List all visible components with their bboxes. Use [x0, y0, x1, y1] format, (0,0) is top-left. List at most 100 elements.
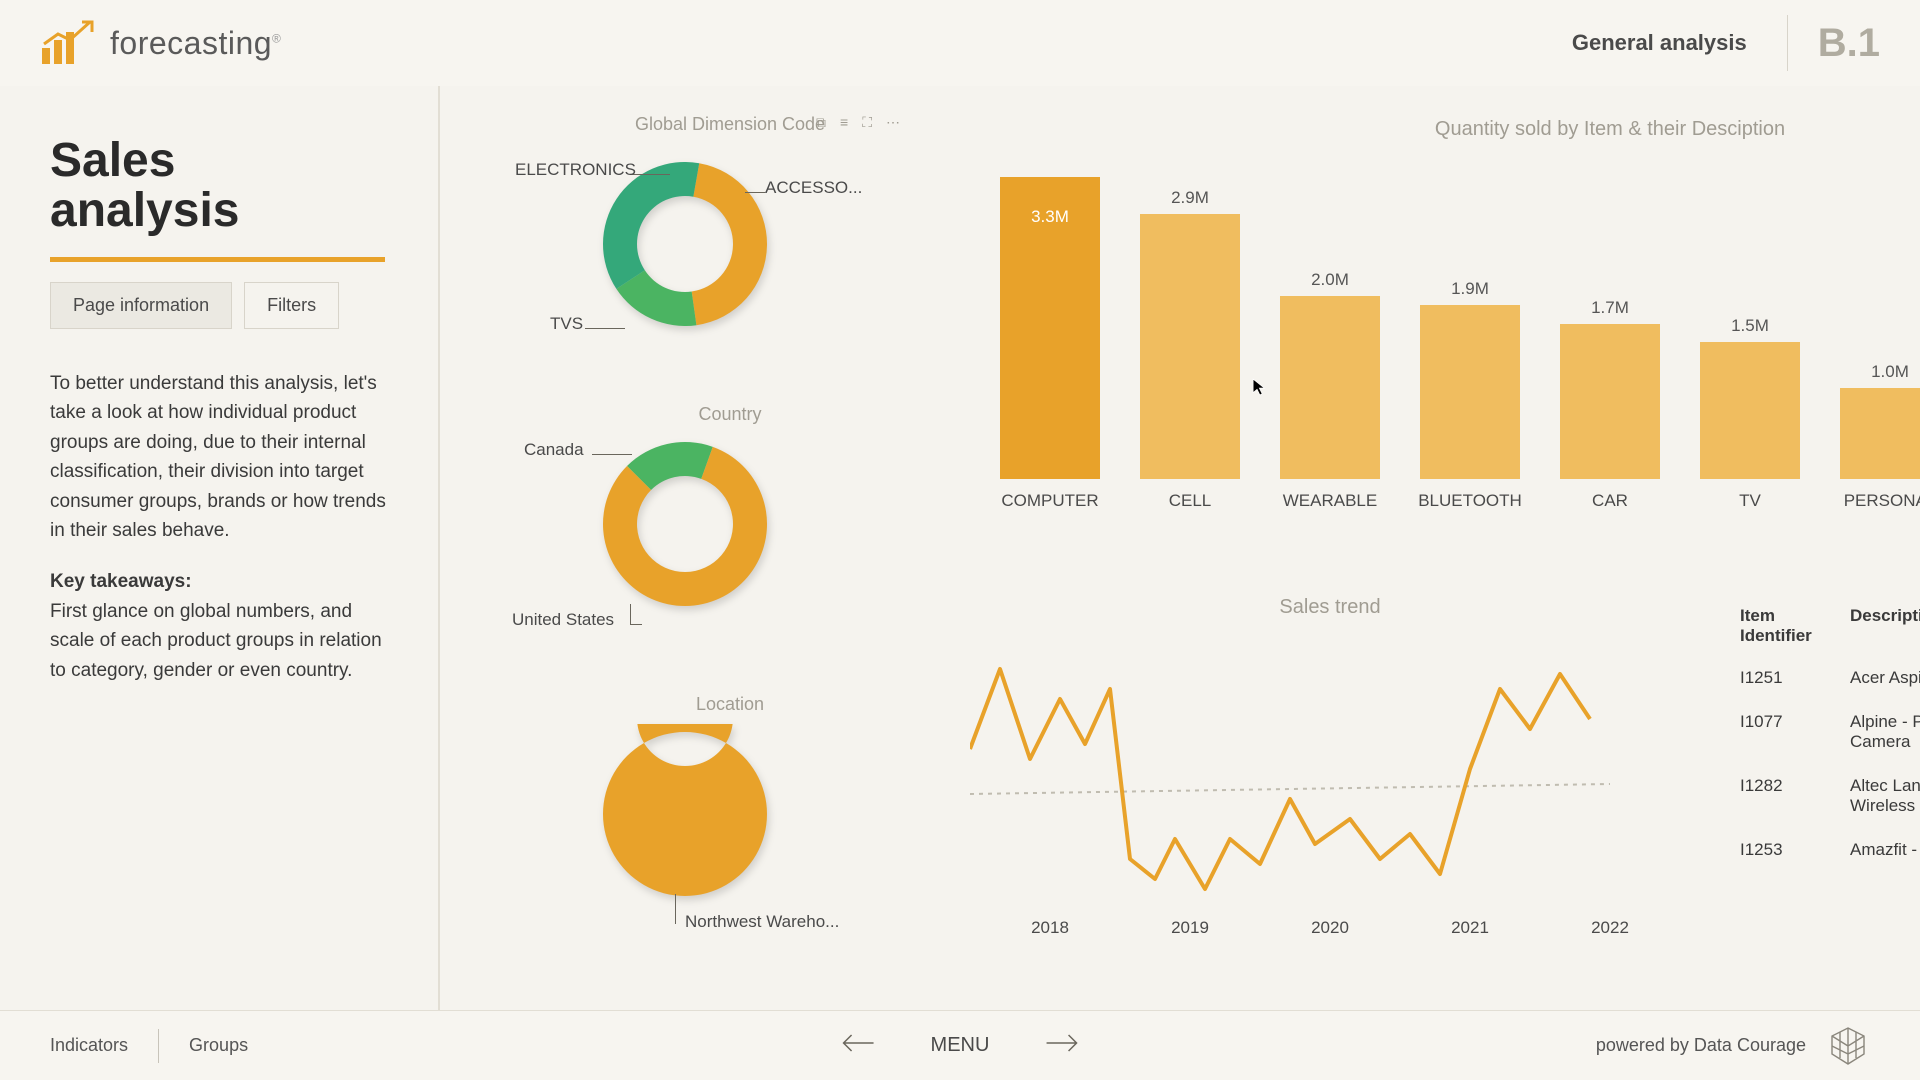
cell-description: Altec Lansing - SoundRover Wireless Spea… [1850, 776, 1920, 816]
sidebar-tabs: Page information Filters [50, 282, 388, 329]
bar-category-label: TV [1739, 491, 1761, 511]
bar-value-label: 1.0M [1871, 362, 1909, 382]
donut-location[interactable]: Location Northwest Wareho... [520, 694, 940, 964]
bar-rect [1280, 296, 1380, 479]
cell-item-id: I1282 [1740, 776, 1850, 816]
bar-chart-title: Quantity sold by Item & their Desciption [970, 118, 1920, 141]
header-bar: forecasting® General analysis B.1 [0, 0, 1920, 86]
table-row[interactable]: I1077Alpine - Premium 1080P Dash Camera1… [1740, 700, 1920, 764]
bar-rect [1840, 388, 1920, 479]
trend-chart-title: Sales trend [970, 596, 1690, 619]
forecasting-icon [40, 20, 98, 66]
donut3-label-northwest: Northwest Wareho... [685, 912, 839, 932]
bar-item[interactable]: 1.0M PERSONAL [1840, 362, 1920, 511]
bar-value-label: 1.5M [1731, 316, 1769, 336]
footer-groups-link[interactable]: Groups [189, 1035, 248, 1056]
footer-right: powered by Data Courage [1596, 1024, 1870, 1068]
prev-page-button[interactable] [842, 1032, 876, 1060]
toolbar-copy-icon[interactable]: ⧉ [816, 114, 826, 131]
bar-value-label: 2.0M [1311, 270, 1349, 290]
table-row[interactable]: I1253Amazfit - Band 5 Fitness Tracker110… [1740, 828, 1920, 872]
bar-item[interactable]: 1.9M BLUETOOTH [1420, 279, 1520, 511]
bar-item[interactable]: 2.9M CELL [1140, 188, 1240, 511]
trend-x-label: 2020 [1311, 918, 1349, 938]
footer-left: Indicators Groups [50, 1029, 248, 1063]
table-row[interactable]: I1282Altec Lansing - SoundRover Wireless… [1740, 764, 1920, 828]
trend-chart[interactable]: Sales trend 2018 2019 2020 2021 2022 [970, 596, 1690, 938]
donut-column: Global Dimension Code ⧉ ≡ ⛶ ⋯ ELECTRONIC… [520, 114, 940, 984]
trend-x-label: 2019 [1171, 918, 1209, 938]
donut2-title: Country [698, 404, 761, 425]
cell-item-id: I1253 [1740, 840, 1850, 860]
sidebar-takeaways: Key takeaways: First glance on global nu… [50, 567, 388, 685]
chart-toolbar: ⧉ ≡ ⛶ ⋯ [816, 114, 900, 131]
cell-item-id: I1251 [1740, 668, 1850, 688]
bar-rect [1420, 305, 1520, 479]
donut2-label-canada: Canada [524, 440, 584, 460]
cell-description: Acer Aspire 5 A515-46-R3UB 15.6" [1850, 668, 1920, 688]
brand-text: forecasting® [110, 25, 281, 62]
toolbar-focus-icon[interactable]: ⛶ [862, 114, 872, 131]
bar-value-label: 3.3M [1031, 207, 1069, 227]
tab-page-information[interactable]: Page information [50, 282, 232, 329]
bar-item[interactable]: 1.5M TV [1700, 316, 1800, 511]
trend-x-axis: 2018 2019 2020 2021 2022 [970, 918, 1690, 938]
item-table[interactable]: Item Identifier Description Quantity I12… [1740, 606, 1920, 966]
footer-indicators-link[interactable]: Indicators [50, 1035, 128, 1056]
donut1-label-accesso: ACCESSO... [765, 178, 862, 198]
tab-filters[interactable]: Filters [244, 282, 339, 329]
bar-category-label: WEARABLE [1283, 491, 1377, 511]
bar-value-label: 1.9M [1451, 279, 1489, 299]
cell-description: Alpine - Premium 1080P Dash Camera [1850, 712, 1920, 752]
toolbar-more-icon[interactable]: ⋯ [886, 114, 900, 131]
col-item-identifier[interactable]: Item Identifier [1740, 606, 1850, 646]
trend-x-label: 2018 [1031, 918, 1069, 938]
donut1-label-tvs: TVS [550, 314, 583, 334]
bar-rect [1700, 342, 1800, 479]
donut3-title: Location [696, 694, 764, 715]
table-header: Item Identifier Description Quantity [1740, 606, 1920, 656]
donut2-chart [595, 434, 775, 614]
donut2-label-us: United States [512, 610, 614, 630]
bar-category-label: BLUETOOTH [1418, 491, 1522, 511]
cell-description: Amazfit - Band 5 Fitness Tracker [1850, 840, 1920, 860]
cell-item-id: I1077 [1740, 712, 1850, 752]
donut1-label-electronics: ELECTRONICS [515, 160, 636, 180]
next-page-button[interactable] [1044, 1032, 1078, 1060]
trend-x-label: 2021 [1451, 918, 1489, 938]
header-divider [1787, 15, 1788, 71]
col-description[interactable]: Description [1850, 606, 1920, 646]
trend-x-label: 2022 [1591, 918, 1629, 938]
donut1-title: Global Dimension Code [635, 114, 825, 135]
donut-global-dimension[interactable]: Global Dimension Code ⧉ ≡ ⛶ ⋯ ELECTRONIC… [520, 114, 940, 384]
bar-item[interactable]: 3.3MCOMPUTER [1000, 177, 1100, 511]
bar-rect [1140, 214, 1240, 479]
general-analysis-link[interactable]: General analysis [1572, 30, 1747, 56]
bar-rect [1560, 324, 1660, 479]
footer-separator [158, 1029, 159, 1063]
main-area: Global Dimension Code ⧉ ≡ ⛶ ⋯ ELECTRONIC… [440, 86, 1920, 1010]
sidebar: Salesanalysis Page information Filters T… [0, 86, 440, 1010]
brand-logo: forecasting® [40, 20, 281, 66]
bar-item[interactable]: 2.0M WEARABLE [1280, 270, 1380, 511]
sidebar-description: To better understand this analysis, let'… [50, 369, 388, 546]
bar-item[interactable]: 1.7MCAR [1560, 298, 1660, 511]
page-title: Salesanalysis [50, 136, 388, 237]
menu-button[interactable]: MENU [931, 1034, 990, 1057]
header-right: General analysis B.1 [1572, 15, 1880, 71]
donut1-chart [595, 154, 775, 334]
bar-chart[interactable]: Quantity sold by Item & their Desciption… [970, 118, 1920, 511]
donut3-chart [595, 724, 775, 904]
bar-value-label: 1.7M [1591, 298, 1629, 318]
bar-value-label: 2.9M [1171, 188, 1209, 208]
page-code: B.1 [1818, 21, 1880, 66]
donut-country[interactable]: Country Canada United States [520, 404, 940, 674]
data-courage-logo-icon [1826, 1024, 1870, 1068]
bar-category-label: PERSONAL [1844, 491, 1920, 511]
title-underline [50, 257, 385, 262]
bar-category-label: CELL [1169, 491, 1212, 511]
toolbar-filter-icon[interactable]: ≡ [840, 114, 848, 131]
footer-bar: Indicators Groups MENU powered by Data C… [0, 1010, 1920, 1080]
mouse-cursor-icon [1252, 378, 1270, 401]
table-row[interactable]: I1251Acer Aspire 5 A515-46-R3UB 15.6"285… [1740, 656, 1920, 700]
